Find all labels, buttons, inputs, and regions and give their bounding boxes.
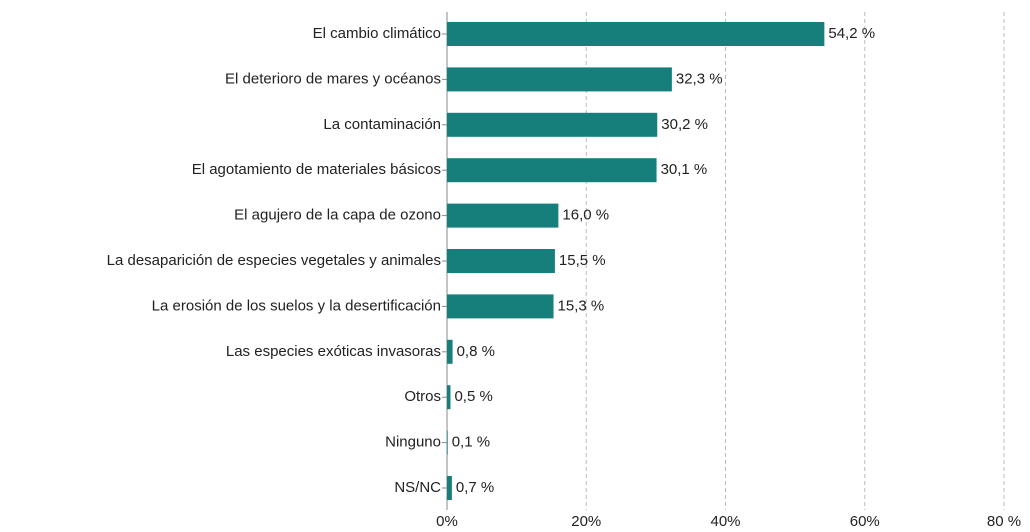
bar [447,249,555,273]
bar [447,385,451,410]
y-tick-label: NS/NC [394,479,441,496]
y-tick-label: El agotamiento de materiales básicos [192,161,441,178]
bar [447,203,559,228]
y-tick-label: El cambio climático [313,25,441,42]
value-label: 30,1 % [661,161,708,178]
bar [447,22,825,46]
bar [447,67,672,92]
x-tick-label: 40% [710,513,740,530]
y-tick-label: El agujero de la capa de ozono [234,207,441,224]
x-tick-label: 20% [571,513,601,530]
bar [447,294,554,319]
bar [447,158,657,183]
value-label: 15,3 % [558,297,605,314]
value-label: 0,8 % [457,343,495,360]
x-tick-label: 0% [436,513,458,530]
y-tick-label: La erosión de los suelos y la desertific… [152,297,441,314]
value-label: 16,0 % [562,207,609,224]
value-label: 0,1 % [452,434,490,451]
y-tick-label: Las especies exóticas invasoras [226,343,441,360]
y-tick-label: La desaparición de especies vegetales y … [107,252,441,269]
value-label: 30,2 % [661,116,708,133]
y-tick-label: Otros [404,388,441,405]
x-tick-label: 60% [850,513,880,530]
bar [447,430,448,455]
bar [447,339,453,364]
bar [447,476,452,500]
value-label: 0,5 % [454,388,492,405]
value-label: 54,2 % [828,25,875,42]
x-tick-label: 80 % [987,513,1021,530]
y-tick-label: El deterioro de mares y océanos [225,70,441,87]
value-label: 0,7 % [456,479,494,496]
value-label: 32,3 % [676,70,723,87]
value-label: 15,5 % [559,252,606,269]
y-tick-label: La contaminación [323,116,441,133]
y-tick-label: Ninguno [385,434,441,451]
bar [447,112,658,137]
